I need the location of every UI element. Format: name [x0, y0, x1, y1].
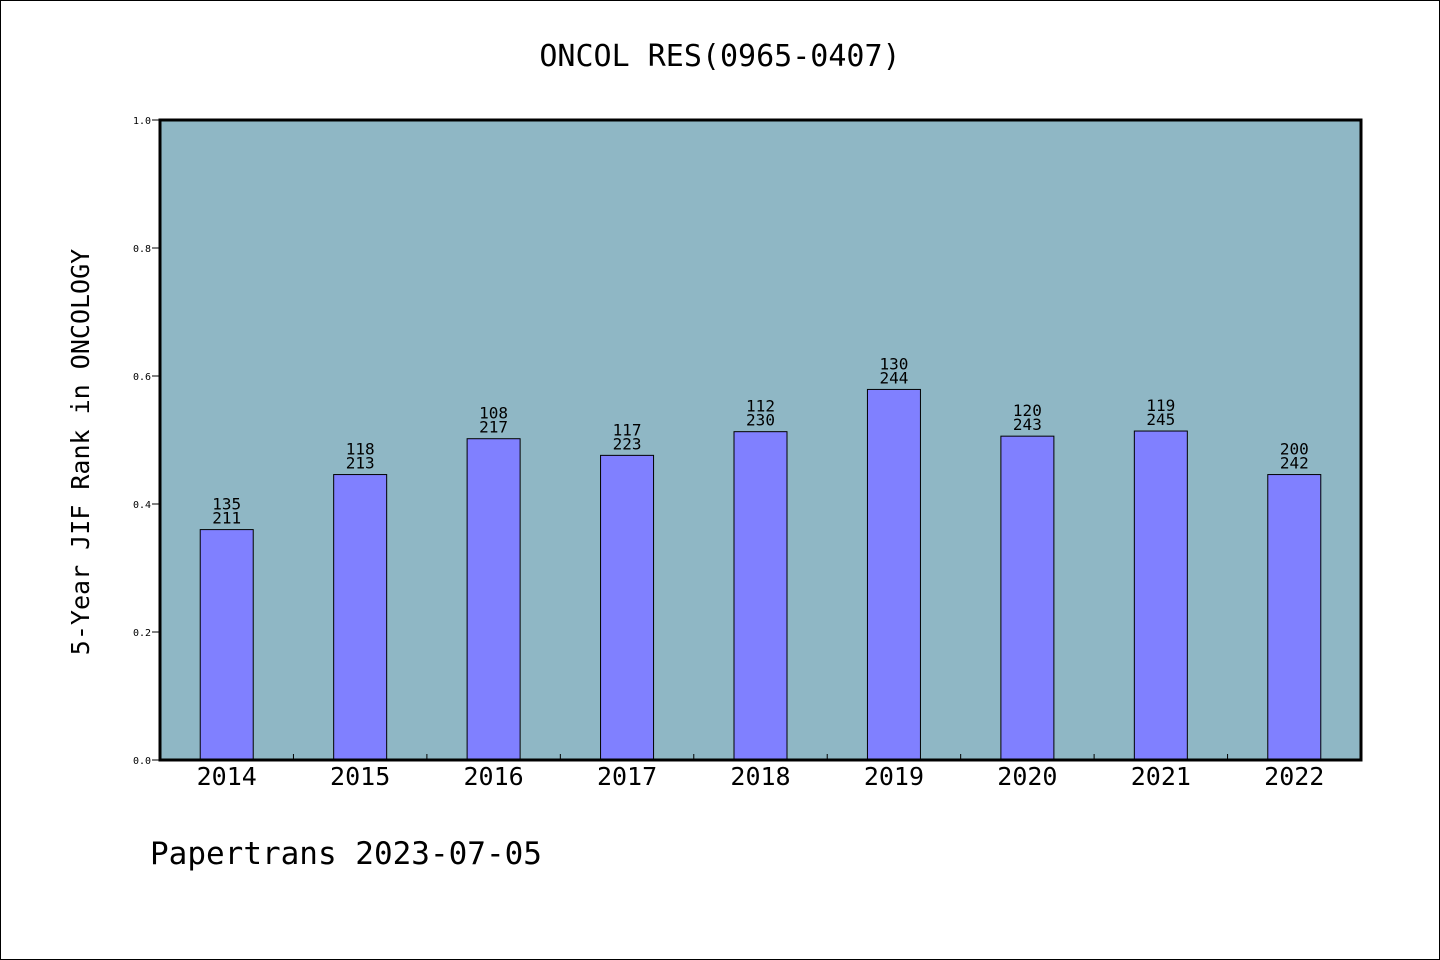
bar-label-rank: 108 [479, 404, 508, 423]
bar-label-rank: 118 [346, 440, 375, 459]
x-tick-label: 2017 [597, 762, 657, 791]
y-axis-ticks: 0.0 0.2 0.4 0.6 0.8 1.0 [133, 116, 160, 767]
bar-label-total: 242 [1280, 454, 1309, 473]
x-axis-ticks: 2014 2015 2016 2017 2018 2019 2020 2021 2022 [197, 754, 1324, 791]
y-tick-label: 1.0 [133, 116, 151, 127]
x-tick-label: 2015 [330, 762, 390, 791]
bar-label-total: 217 [479, 418, 508, 437]
bar-2017 [600, 454, 655, 761]
x-tick-label: 2019 [864, 762, 924, 791]
y-tick-label: 0.2 [133, 628, 151, 639]
bar-label-rank: 200 [1280, 440, 1309, 459]
x-tick-label: 2021 [1131, 762, 1191, 791]
bar-2015 [333, 474, 388, 761]
bar-label-total: 230 [746, 411, 775, 430]
y-axis-label: 5-Year JIF Rank in ONCOLOGY [66, 249, 95, 655]
y-tick-label: 0.6 [133, 372, 151, 383]
bar-label-total: 211 [212, 509, 241, 528]
bar-2014 [199, 529, 254, 761]
bar-label-rank: 130 [879, 354, 908, 373]
chart-title: ONCOL RES(0965-0407) [539, 39, 900, 74]
bar-2016 [466, 438, 521, 761]
bar-2020 [1000, 435, 1055, 761]
x-tick-label: 2022 [1264, 762, 1324, 791]
bar-label-total: 243 [1013, 415, 1042, 434]
bar-2022 [1267, 474, 1322, 761]
bar-label-rank: 117 [613, 420, 642, 439]
bar-label-rank: 120 [1013, 401, 1042, 420]
y-tick-label: 0.0 [133, 756, 151, 767]
bar-label-rank: 135 [212, 495, 241, 514]
bar-label-total: 213 [346, 454, 375, 473]
x-tick-label: 2014 [197, 762, 257, 791]
bar-label-total: 223 [613, 434, 642, 453]
bar-label-total: 244 [879, 368, 908, 387]
y-tick-label: 0.4 [133, 500, 151, 511]
bar-label-rank: 112 [746, 397, 775, 416]
x-tick-label: 2016 [464, 762, 524, 791]
bar-label-rank: 119 [1146, 396, 1175, 415]
bar-2018 [733, 431, 788, 761]
footer-credit: Papertrans 2023-07-05 [150, 836, 542, 872]
plot-border [158, 118, 1363, 762]
x-tick-label: 2018 [730, 762, 790, 791]
bar-label-total: 245 [1146, 410, 1175, 429]
bar-2019 [866, 388, 921, 761]
y-tick-label: 0.8 [133, 244, 151, 255]
bar-2021 [1133, 430, 1188, 761]
x-tick-label: 2020 [997, 762, 1057, 791]
